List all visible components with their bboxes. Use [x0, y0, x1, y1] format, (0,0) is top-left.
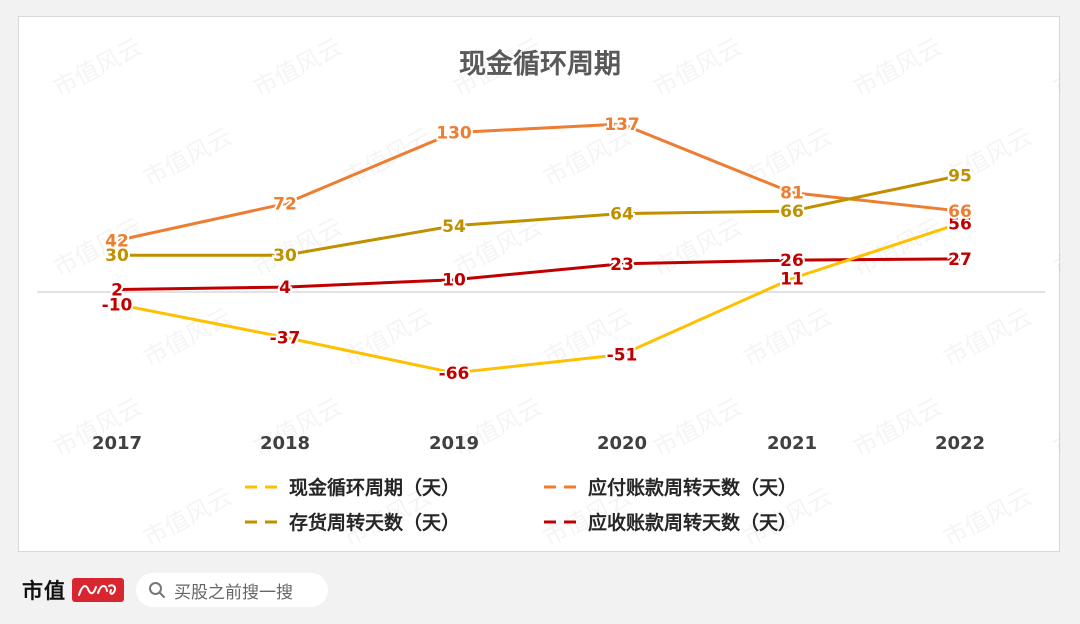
data-label-s3-5: 27: [948, 250, 972, 270]
watermark-text: 市值风云: [49, 33, 147, 103]
watermark-text: 市值风云: [139, 303, 237, 373]
watermark-text: 市值风云: [849, 33, 947, 103]
x-tick-label-5: 2022: [935, 433, 985, 454]
x-tick-label-3: 2020: [597, 433, 647, 454]
legend-label-2: 存货周转天数（天）: [289, 511, 460, 534]
series-line-3: [116, 257, 961, 292]
data-label-s0-5: 56: [948, 214, 972, 234]
watermark-text: 市值风云: [649, 213, 747, 283]
data-label-s1-5: 66: [948, 202, 972, 222]
x-tick-label-4: 2021: [767, 433, 817, 454]
data-label-s3-4: 26: [780, 251, 804, 271]
watermark-text: 市值风云: [739, 123, 837, 193]
legend-label-1: 应付账款周转天数（天）: [588, 476, 797, 499]
watermark-text: 市值风云: [139, 483, 237, 553]
data-label-s0-4: 11: [780, 270, 804, 290]
x-tick-label-1: 2018: [260, 433, 310, 454]
footer: 市值 买股之前搜一搜: [22, 572, 328, 608]
watermark-text: 市值风云: [849, 213, 947, 283]
watermark-text: 市值风云: [139, 123, 237, 193]
brand-name: 市值: [22, 579, 66, 603]
watermark-text: 市值风云: [339, 303, 437, 373]
legend-item-3: 应收账款周转天数（天）: [544, 511, 797, 534]
watermark-text: 市值风云: [249, 33, 347, 103]
data-label-s0-3: -51: [607, 346, 638, 366]
watermark-text: 市值风云: [49, 213, 147, 283]
data-label-s3-0: 2: [111, 281, 123, 301]
legend-item-2: 存货周转天数（天）: [245, 511, 460, 534]
x-axis-tick-labels: 2017 2018 2019 2020 2021 2022: [92, 433, 985, 454]
data-label-s2-1: 30: [273, 246, 297, 266]
legend-item-0: 现金循环周期（天）: [245, 476, 460, 499]
data-label-s3-2: 10: [442, 271, 466, 291]
x-tick-label-0: 2017: [92, 433, 142, 454]
watermark-text: 市值风云: [1049, 213, 1061, 283]
series-line-2: [117, 174, 961, 257]
search-placeholder: 买股之前搜一搜: [174, 582, 293, 603]
data-label-s2-5: 95: [948, 167, 972, 187]
watermark-text: 市值风云: [339, 123, 437, 193]
data-label-s1-2: 130: [436, 124, 472, 144]
watermark-text: 市值风云: [1049, 33, 1061, 103]
legend-label-0: 现金循环周期（天）: [289, 476, 460, 499]
chart-card: 市值风云 市值风云 市值风云 市值风云 市值风云 市值风云 市值风云 市值风云 市值风云 市值风云…: [18, 16, 1061, 553]
data-label-s1-1: 72: [273, 195, 297, 215]
data-label-s3-1: 4: [279, 278, 291, 298]
watermark-text: 市值风云: [649, 393, 747, 463]
watermark-text: 市值风云: [739, 303, 837, 373]
x-tick-label-2: 2019: [429, 433, 479, 454]
watermark-text: 市值风云: [939, 483, 1037, 553]
data-label-s3-3: 23: [610, 255, 634, 275]
series-line-1: [116, 122, 961, 242]
legend-label-3: 应收账款周转天数（天）: [588, 511, 797, 534]
legend-item-1: 应付账款周转天数（天）: [544, 476, 797, 499]
data-label-s0-1: -37: [270, 328, 301, 348]
watermark-text: 市值风云: [849, 393, 947, 463]
data-label-s2-0: 30: [105, 246, 129, 266]
data-label-s2-2: 54: [442, 217, 466, 237]
data-label-s0-0: -10: [102, 295, 133, 315]
watermark-text: 市值风云: [939, 303, 1037, 373]
search-box[interactable]: 买股之前搜一搜: [136, 573, 328, 607]
chart-title: 现金循环周期: [459, 48, 621, 80]
watermark-text: 市值风云: [649, 33, 747, 103]
watermark-text: 市值风云: [1049, 393, 1061, 463]
data-label-s1-4: 81: [780, 184, 804, 204]
data-label-s1-3: 137: [604, 115, 640, 135]
data-label-s2-4: 66: [780, 202, 804, 222]
data-label-s2-3: 64: [610, 205, 634, 225]
data-label-s0-2: -66: [439, 364, 470, 384]
legend: 现金循环周期（天） 应付账款周转天数（天） 存货周转天数（天） 应收账款周转天数（天）: [245, 476, 797, 534]
series-lines: [116, 122, 961, 375]
search-icon: [149, 582, 165, 598]
brand-logo: [72, 578, 124, 602]
series-line-0: [116, 221, 961, 375]
data-label-s1-0: 42: [105, 231, 129, 251]
